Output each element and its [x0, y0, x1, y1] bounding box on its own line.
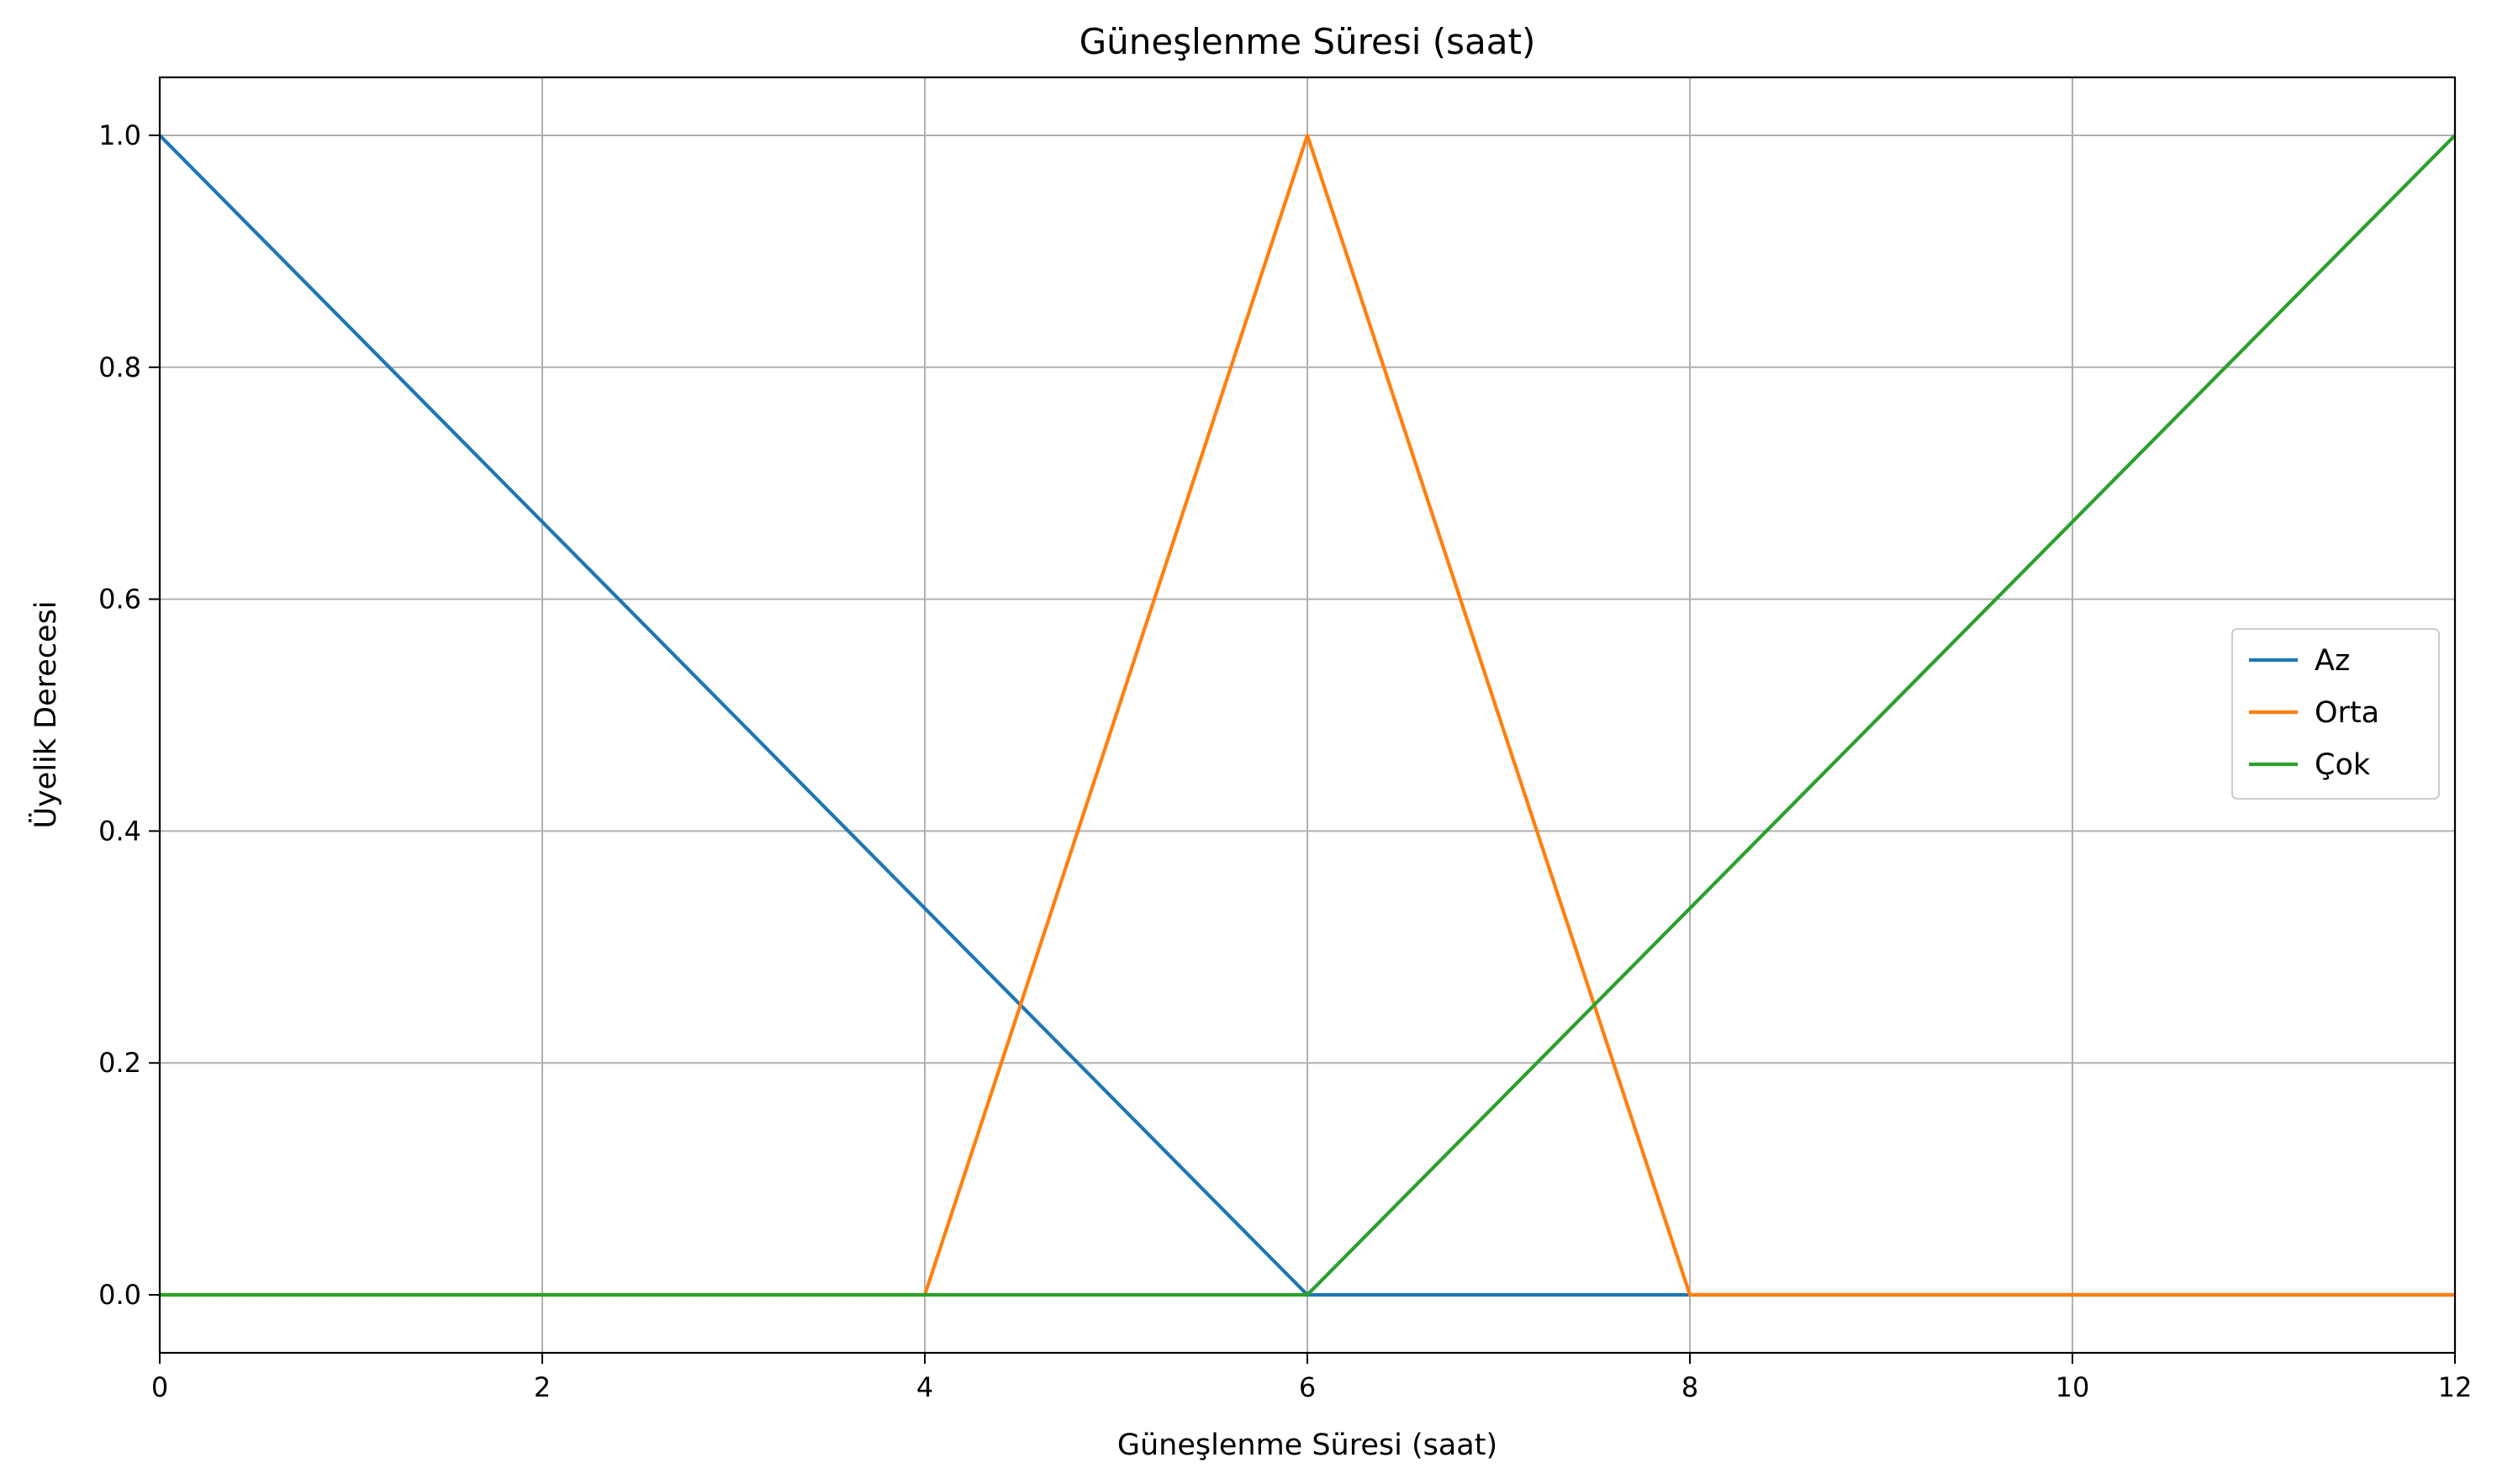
y-axis-ticks: 0.0 0.2 0.4 0.6 0.8 1.0 [98, 119, 160, 1311]
y-tick-label: 0.4 [98, 815, 141, 847]
x-tick-label: 10 [2056, 1371, 2090, 1403]
x-axis-ticks: 0 2 4 6 8 10 12 [151, 1353, 2473, 1403]
legend: Az Orta Çok [2231, 628, 2440, 800]
x-tick-label: 8 [1681, 1371, 1698, 1403]
x-tick-label: 12 [2438, 1371, 2473, 1403]
y-tick-label: 0.6 [98, 584, 141, 615]
chart-title: Güneşlenme Süresi (saat) [1080, 21, 1536, 62]
x-tick-label: 2 [534, 1371, 551, 1403]
legend-box [2231, 628, 2440, 800]
legend-label: Orta [2315, 696, 2379, 730]
y-tick-label: 0.8 [98, 351, 141, 383]
y-axis-title: Üyelik Derecesi [28, 600, 63, 828]
x-axis-title: Güneşlenme Süresi (saat) [1117, 1429, 1497, 1462]
x-tick-label: 0 [151, 1371, 168, 1403]
x-tick-label: 6 [1299, 1371, 1316, 1403]
x-tick-label: 4 [916, 1371, 933, 1403]
legend-label: Çok [2315, 748, 2371, 782]
y-tick-label: 0.2 [98, 1047, 141, 1079]
series-line-çok [160, 134, 2457, 1297]
legend-label: Az [2315, 644, 2350, 678]
y-tick-label: 0.0 [98, 1279, 141, 1311]
y-tick-label: 1.0 [98, 119, 141, 151]
series-lines [158, 133, 2457, 1297]
